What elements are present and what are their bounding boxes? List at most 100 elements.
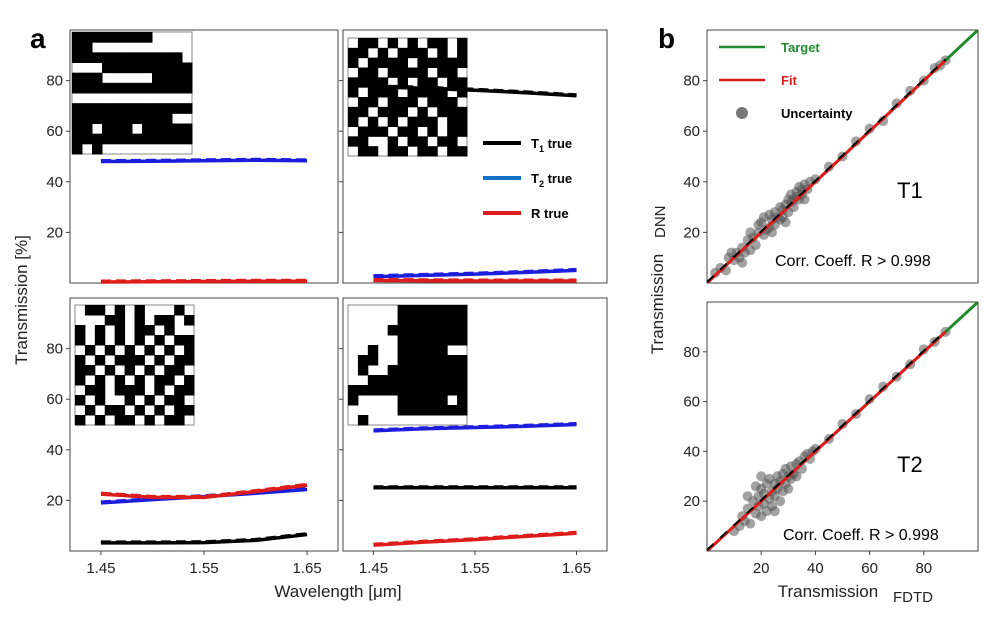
inset-pixel xyxy=(154,375,165,386)
inset-pixel xyxy=(387,365,399,376)
inset-pixel xyxy=(122,103,133,114)
panel-big-label: T2 xyxy=(897,452,923,477)
inset-pixel xyxy=(427,77,438,88)
fit-line xyxy=(707,330,947,551)
scatter-point xyxy=(737,257,748,268)
inset-pixel xyxy=(407,116,418,127)
scatter-point xyxy=(742,491,753,502)
inset-pixel xyxy=(182,103,193,114)
inset-pixel xyxy=(134,335,145,346)
inset-pixel xyxy=(94,375,106,386)
inset-pixel xyxy=(427,335,438,346)
inset-pixel xyxy=(427,87,438,98)
series-line-predicted xyxy=(373,422,577,432)
inset-pixel xyxy=(457,335,468,346)
y-tick-label: 60 xyxy=(683,123,700,140)
inset-pixel xyxy=(114,405,126,416)
inset-pixel xyxy=(172,133,183,145)
inset-pixel xyxy=(75,335,86,346)
inset-pixel xyxy=(367,375,379,386)
inset-pixel xyxy=(397,77,408,88)
inset-pixel xyxy=(437,365,448,376)
inset-pixel xyxy=(397,57,408,68)
inset-pixel xyxy=(417,47,428,59)
inset-pixel xyxy=(447,77,458,88)
inset-pixel xyxy=(122,113,133,124)
inset-pixel xyxy=(102,133,113,145)
inset-pixel xyxy=(124,415,135,426)
inset-pixel xyxy=(437,87,448,98)
panel-a-bottom-right: 1.45 1.55 1.65 xyxy=(339,297,608,577)
panel-a-top-left: 20 40 60 80 xyxy=(46,29,339,284)
scatter-point xyxy=(791,471,802,482)
inset-pixel xyxy=(437,97,448,108)
inset-pixel xyxy=(367,345,379,356)
inset-pixel xyxy=(134,315,145,326)
y-tick-label: 80 xyxy=(683,344,700,361)
inset-pixel xyxy=(164,325,175,336)
inset-pixel xyxy=(75,375,86,386)
inset-pixel xyxy=(142,52,153,63)
inset-pixel xyxy=(134,385,145,396)
inset-pixel xyxy=(437,395,448,406)
inset-pixel xyxy=(447,325,458,336)
inset-pixel xyxy=(437,375,448,386)
inset-pixel xyxy=(367,57,379,68)
inset-pixel xyxy=(182,123,193,135)
correlation-text: Corr. Coeff. R > 0.998 xyxy=(783,527,939,544)
scatter-layer xyxy=(707,302,978,551)
y-tick-label: 80 xyxy=(683,73,700,90)
inset-pixel xyxy=(112,82,123,94)
inset-pixel xyxy=(144,345,155,356)
inset-pixel xyxy=(417,305,428,316)
inset-pixel xyxy=(122,52,133,63)
scatter-point xyxy=(756,471,767,482)
inset-pixel xyxy=(72,123,83,135)
inset-pixel xyxy=(142,62,153,74)
inset-pixel xyxy=(397,385,408,396)
inset-pixel xyxy=(142,82,153,94)
inset-pixel xyxy=(348,116,359,127)
inset-pixel xyxy=(397,325,408,336)
inset-pixel xyxy=(417,146,428,157)
inset-pixel xyxy=(437,57,448,68)
inset-pixel xyxy=(154,335,165,346)
inset-pixel xyxy=(397,315,408,326)
series-line-predicted xyxy=(373,84,577,97)
inset-pixel xyxy=(348,385,359,396)
series-line-predicted xyxy=(100,157,308,163)
inset-pixel xyxy=(357,146,369,157)
inset-pixel xyxy=(427,325,438,336)
inset-pixel xyxy=(367,67,379,78)
inset-pixel xyxy=(94,305,106,316)
inset-pixel xyxy=(114,355,126,366)
inset-pixel xyxy=(407,136,418,147)
inset-pixel xyxy=(72,72,83,84)
inset-pixel xyxy=(437,38,448,49)
y-tick-label: 20 xyxy=(46,224,63,241)
inset-pixel xyxy=(427,146,438,157)
inset-pixel xyxy=(407,365,418,376)
inset-pixel xyxy=(417,395,428,406)
inset-pixel xyxy=(407,355,418,366)
inset-pixel xyxy=(427,355,438,366)
inset-pixel xyxy=(447,126,458,137)
inset-pixel xyxy=(397,335,408,346)
panel-b-top: 20 40 60 80 T1 Corr. Coeff. R > 0.998 Target Fi… xyxy=(683,29,979,284)
inset-pixel xyxy=(174,405,185,416)
inset-pixel xyxy=(122,123,133,135)
inset-pixel xyxy=(387,38,399,49)
inset-pixel xyxy=(164,415,175,426)
inset-pixel xyxy=(407,305,418,316)
b-ylabel: Transmission DNN xyxy=(648,206,669,355)
inset-pixel xyxy=(357,67,369,78)
inset-pixel xyxy=(144,325,155,336)
inset-pixel xyxy=(437,47,448,59)
y-tick-label: 20 xyxy=(683,493,700,510)
inset-pixel xyxy=(427,57,438,68)
inset-pixel xyxy=(387,146,399,157)
inset-pixel xyxy=(447,355,458,366)
inset-pixel xyxy=(154,355,165,366)
legend: Target Fit Uncertainty xyxy=(719,40,853,121)
